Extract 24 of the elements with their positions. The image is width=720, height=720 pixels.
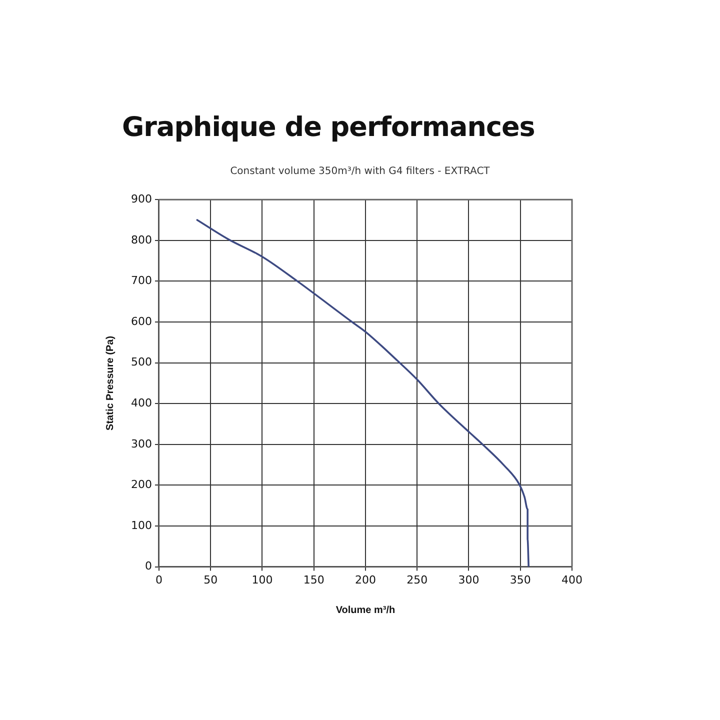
x-tick-label: 50: [204, 573, 218, 586]
x-tick-label: 200: [355, 573, 376, 586]
x-axis-title: Volume m³/h: [336, 604, 396, 616]
y-tick-label: 600: [130, 314, 152, 328]
y-tick-label: 300: [130, 437, 152, 450]
chart-title: Graphique de performances: [122, 112, 535, 143]
y-tick-label: 0: [144, 560, 152, 573]
x-tick-label: 0: [155, 573, 162, 586]
y-tick-label: 800: [130, 233, 152, 246]
x-tick-label: 300: [458, 573, 480, 586]
chart-subtitle: Constant volume 350m³/h with G4 filters - EXTRACT: [229, 166, 491, 177]
x-tick-label: 250: [406, 573, 428, 586]
y-tick-label: 900: [130, 192, 152, 206]
line-series: [196, 219, 530, 567]
y-tick-label: 200: [130, 478, 152, 492]
y-axis-title: Static Pressure (Pa): [104, 336, 116, 430]
y-tick-label: 400: [130, 396, 152, 410]
y-tick-label: 100: [130, 518, 152, 532]
x-tick-label: 400: [562, 573, 582, 586]
x-tick-label: 150: [303, 573, 324, 586]
x-tick-label: 100: [252, 573, 273, 586]
y-tick-label: 500: [130, 356, 152, 369]
y-tick-label: 700: [130, 274, 152, 288]
x-tick-label: 350: [510, 573, 531, 586]
